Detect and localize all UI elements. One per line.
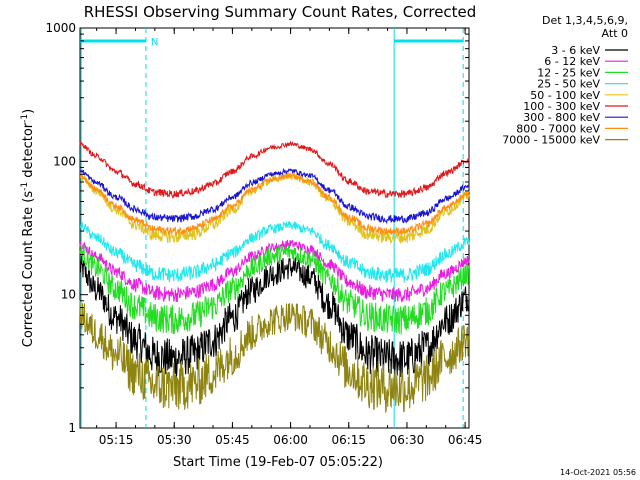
legend-header-attenuator: Att 0 xyxy=(602,27,628,40)
x-tick-label: 05:30 xyxy=(157,433,192,447)
y-axis-label-mid: detector xyxy=(21,122,36,182)
plot-area: N 05:15 05:30 05:45 06:00 06:15 06:30 06:45 11… xyxy=(45,21,482,447)
series-3-6keV xyxy=(79,255,470,378)
x-tick-label: 06:30 xyxy=(390,433,425,447)
series-800-7000keV xyxy=(79,172,470,237)
y-tick-label: 1 xyxy=(68,421,76,435)
legend-label: 6 - 12 keV xyxy=(544,55,600,68)
y-tick-label: 100 xyxy=(53,154,76,168)
x-tick-label: 05:45 xyxy=(215,433,250,447)
x-tick-label: 06:45 xyxy=(448,433,483,447)
y-axis-label-main: Corrected Count Rate (s xyxy=(21,191,36,348)
series-line xyxy=(79,221,470,283)
legend-label: 25 - 50 keV xyxy=(537,78,600,91)
legend-label: 800 - 7000 keV xyxy=(516,122,600,135)
legend-label: 300 - 800 keV xyxy=(523,111,600,124)
series-layer xyxy=(79,140,470,413)
saa-label: N xyxy=(151,37,158,48)
legend-label: 100 - 300 keV xyxy=(523,100,600,113)
legend-header-detectors: Det 1,3,4,5,6,9, xyxy=(542,14,628,27)
series-6-12keV xyxy=(79,239,470,303)
series-100-300keV xyxy=(79,140,470,200)
x-tick-label: 06:00 xyxy=(273,433,308,447)
series-300-800keV xyxy=(79,167,470,225)
legend-label: 12 - 25 keV xyxy=(537,66,600,79)
x-axis-label: Start Time (19-Feb-07 05:05:22) xyxy=(173,455,383,470)
legend-label: 7000 - 15000 keV xyxy=(502,134,600,147)
y-axis-label: Corrected Count Rate (s-1 detector-1) xyxy=(20,109,36,347)
legend-label: 3 - 6 keV xyxy=(551,44,600,57)
y-axis-label-end: ) xyxy=(21,109,36,114)
y-axis-label-sup1: -1 xyxy=(20,182,30,191)
series-line xyxy=(79,140,470,200)
series-line xyxy=(79,300,470,413)
chart-title: RHESSI Observing Summary Count Rates, Co… xyxy=(84,3,477,21)
series-line xyxy=(79,172,470,237)
y-axis-label-sup2: -1 xyxy=(20,114,30,123)
generation-timestamp: 14-Oct-2021 05:56 xyxy=(560,468,636,477)
series-12-25keV xyxy=(79,243,470,335)
series-25-50keV xyxy=(79,221,470,283)
series-line xyxy=(79,167,470,225)
plot-frame xyxy=(79,27,470,429)
series-line xyxy=(79,239,470,303)
series-7000-15000keV xyxy=(79,300,470,413)
y-axis-ticks: 1 10 100 1000 xyxy=(45,21,469,435)
y-tick-label: 10 xyxy=(61,288,76,302)
legend-label: 50 - 100 keV xyxy=(530,89,600,102)
x-tick-label: 05:15 xyxy=(99,433,134,447)
x-axis-ticks: 05:15 05:30 05:45 06:00 06:15 06:30 06:45 xyxy=(96,28,483,447)
series-line xyxy=(79,243,470,335)
y-tick-label: 1000 xyxy=(45,21,76,35)
series-line xyxy=(79,255,470,378)
x-tick-label: 06:15 xyxy=(331,433,366,447)
